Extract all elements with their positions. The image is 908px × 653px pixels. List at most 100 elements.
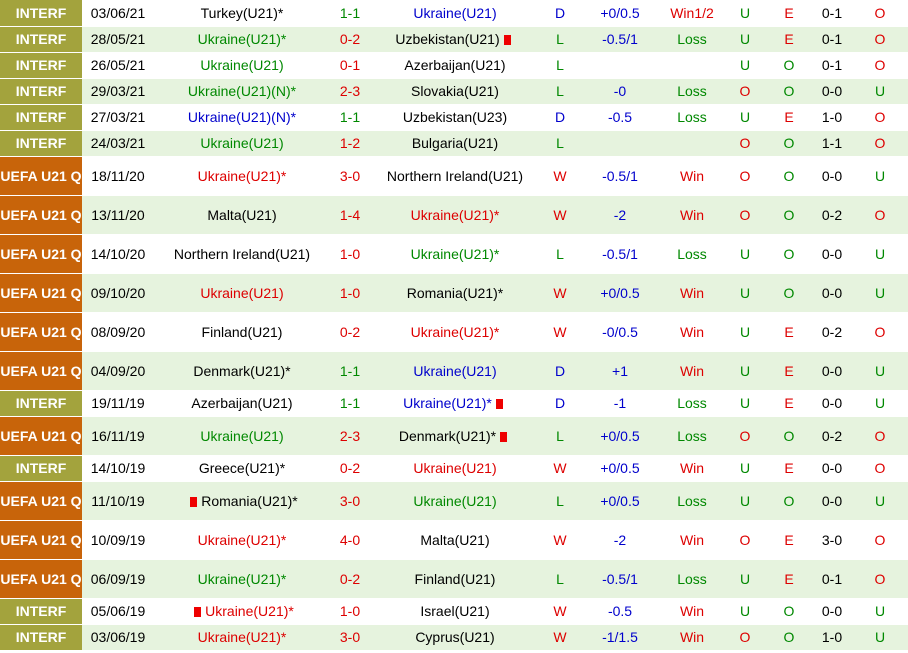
cell-text: W [553, 284, 567, 301]
cell-text: O [874, 4, 886, 21]
match-row: UEFA U21 Q 04/09/20 Denmark(U21)* 1-1 Ukrain… [0, 351, 908, 391]
date: 10/09/19 [82, 520, 154, 560]
half-score: 0-0 [812, 234, 852, 274]
handicap-result: Win [660, 312, 724, 352]
over-under: U [724, 351, 766, 391]
cell-text: 29/03/21 [90, 83, 146, 99]
cell-text: L [556, 245, 564, 262]
cell-text: 0-2 [821, 427, 843, 444]
over-under: U [724, 52, 766, 79]
half-over-under: U [852, 390, 908, 417]
date: 08/09/20 [82, 312, 154, 352]
result: L [540, 416, 580, 456]
half-score: 1-0 [812, 624, 852, 651]
score: 1-1 [330, 0, 370, 27]
cell-text: O [874, 570, 886, 587]
cell-text: Loss [677, 109, 707, 125]
cell-text: INTERF [15, 4, 67, 21]
away-team: Uzbekistan(U23) [370, 104, 540, 131]
handicap: -0.5/1 [580, 234, 660, 274]
odd-even: E [766, 0, 812, 27]
score: 1-1 [330, 351, 370, 391]
cell-text: L [556, 570, 564, 587]
cell-text: -1 [613, 395, 627, 411]
cell-text: W [553, 167, 567, 184]
handicap: +1 [580, 351, 660, 391]
league: UEFA U21 Q [0, 234, 82, 274]
match-row: INTERF 28/05/21 Ukraine(U21)* 0-2 Uzbekistan… [0, 26, 908, 53]
over-under: O [724, 156, 766, 196]
cell-text: O [874, 206, 886, 223]
handicap: +0/0.5 [580, 455, 660, 482]
cell-text: 0-1 [821, 570, 843, 587]
half-over-under: U [852, 351, 908, 391]
over-under: U [724, 26, 766, 53]
cell-text: Win [679, 323, 705, 340]
cell-text: O [783, 135, 795, 151]
away-team: Slovakia(U21) [370, 78, 540, 105]
handicap: -1/1.5 [580, 624, 660, 651]
handicap: -0/0.5 [580, 312, 660, 352]
away-team: Ukraine(U21) [370, 455, 540, 482]
result: W [540, 156, 580, 196]
cell-text: E [784, 362, 794, 379]
away-team: Ukraine(U21) [370, 0, 540, 27]
cell-text: -0.5 [607, 109, 633, 125]
home-team: Ukraine(U21)* [154, 26, 330, 53]
result: L [540, 26, 580, 53]
cell-text: 06/09/19 [90, 570, 146, 587]
cell-text: 0-2 [339, 31, 361, 47]
match-row: INTERF 14/10/19 Greece(U21)* 0-2 Ukraine(U21… [0, 455, 908, 482]
half-over-under: O [852, 104, 908, 131]
cell-text: 0-0 [821, 245, 843, 262]
over-under: O [724, 78, 766, 105]
cell-text: Ukraine(U21)* [197, 629, 287, 645]
cell-text: 3-0 [821, 531, 843, 548]
handicap: -0.5 [580, 598, 660, 625]
result: L [540, 559, 580, 599]
odd-even: E [766, 104, 812, 131]
cell-text: Ukraine(U21)(N)* [187, 83, 297, 99]
cell-text: Ukraine(U21) [413, 4, 497, 21]
league: UEFA U21 Q [0, 481, 82, 521]
over-under: U [724, 455, 766, 482]
cell-text: Ukraine(U21) [413, 460, 497, 476]
half-over-under: O [852, 416, 908, 456]
cell-text: +1 [612, 362, 628, 379]
match-row: INTERF 29/03/21 Ukraine(U21)(N)* 2-3 Slovaki… [0, 78, 908, 105]
over-under: U [724, 273, 766, 313]
league: INTERF [0, 624, 82, 651]
handicap-result: Win [660, 156, 724, 196]
cell-text: O [783, 427, 795, 444]
cell-text: O [874, 460, 886, 476]
cell-text: O [783, 206, 795, 223]
half-over-under: O [852, 559, 908, 599]
cell-text: L [556, 492, 564, 509]
cell-text: 10/09/19 [90, 531, 146, 548]
odd-even: O [766, 416, 812, 456]
cell-text: 1-1 [339, 362, 361, 379]
odd-even: E [766, 455, 812, 482]
date: 03/06/21 [82, 0, 154, 27]
cell-text: Malta(U21) [420, 531, 490, 548]
home-team: Ukraine(U21)(N)* [154, 78, 330, 105]
handicap: -0.5 [580, 104, 660, 131]
cell-text: U [739, 603, 751, 619]
half-score: 0-1 [812, 26, 852, 53]
cell-text: W [553, 460, 567, 476]
handicap-result [660, 52, 724, 79]
home-team: Malta(U21) [154, 195, 330, 235]
away-team: Ukraine(U21) [370, 481, 540, 521]
cell-text: W [553, 531, 567, 548]
league: UEFA U21 Q [0, 351, 82, 391]
cell-text: W [553, 603, 567, 619]
half-score: 0-0 [812, 481, 852, 521]
cell-text: 0-0 [821, 167, 843, 184]
half-over-under: U [852, 598, 908, 625]
score: 3-0 [330, 156, 370, 196]
cell-text: U [874, 284, 886, 301]
cell-text: Ukraine(U21)* [197, 531, 287, 548]
handicap-result: Win [660, 351, 724, 391]
handicap-result: Win1/2 [660, 0, 724, 27]
league: UEFA U21 Q [0, 273, 82, 313]
